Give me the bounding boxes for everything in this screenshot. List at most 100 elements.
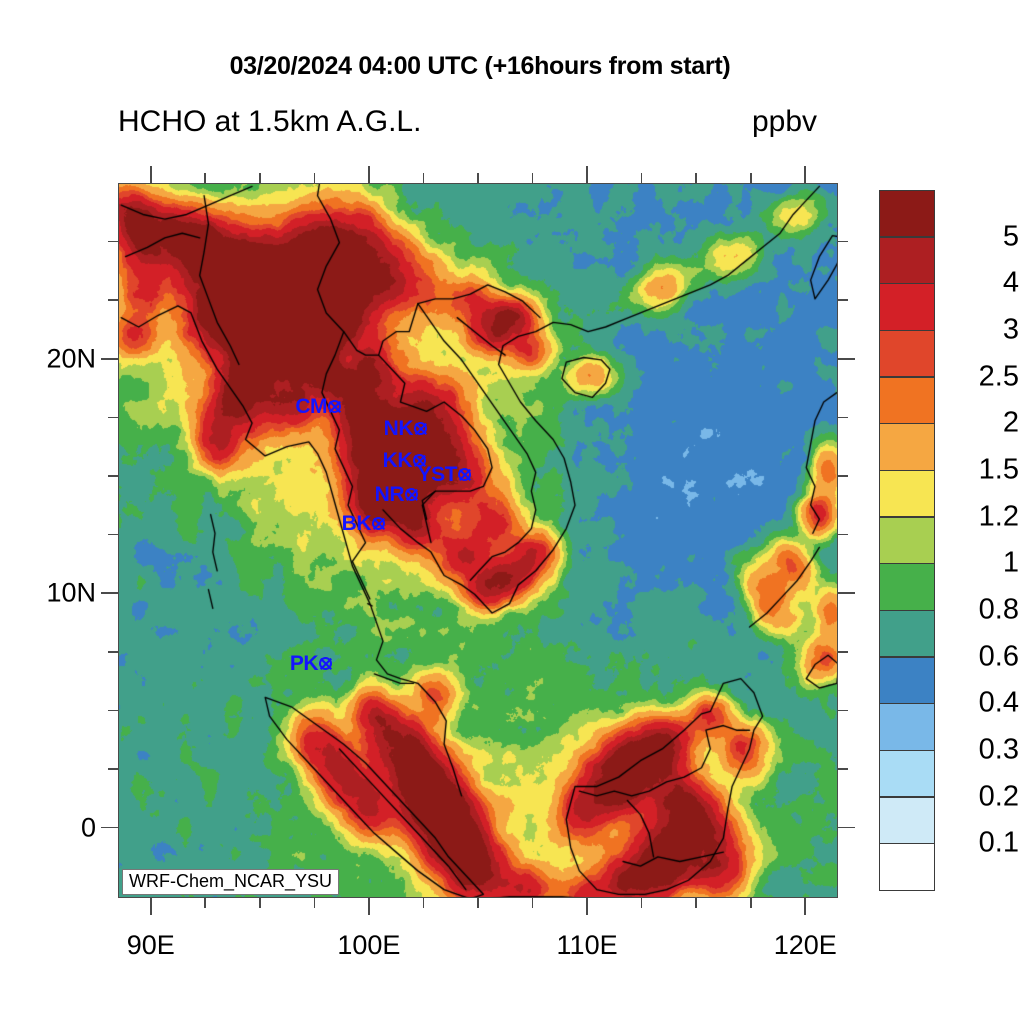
circle-cross-icon bbox=[404, 487, 419, 502]
city-label: NK bbox=[383, 417, 414, 440]
colorbar-tick-label: 2 bbox=[1002, 406, 1019, 439]
colorbar-tick-label: 1.5 bbox=[978, 453, 1019, 486]
city-marker-nk: NK bbox=[384, 418, 428, 439]
x-tick bbox=[368, 898, 370, 915]
y-axis-label: 0 bbox=[80, 812, 96, 843]
x-axis-label: 120E bbox=[773, 930, 837, 960]
colorbar-tick-label: 0.1 bbox=[978, 826, 1019, 859]
colorbar-band bbox=[879, 236, 935, 284]
x-axis-label: 100E bbox=[337, 930, 401, 960]
colorbar-band bbox=[879, 796, 935, 844]
x-tick bbox=[695, 173, 697, 183]
circle-outline bbox=[372, 517, 385, 530]
y-tick bbox=[108, 475, 118, 477]
y-tick bbox=[838, 592, 855, 595]
colorbar-tick-label: 1 bbox=[1002, 546, 1019, 579]
colorbar-band bbox=[879, 750, 935, 798]
map-plot-area bbox=[118, 183, 838, 898]
circle-outline bbox=[458, 468, 471, 481]
colorbar-band bbox=[879, 516, 935, 564]
y-tick bbox=[108, 709, 118, 712]
city-label: NR bbox=[374, 483, 405, 506]
city-marker-kk: KK bbox=[383, 450, 427, 471]
x-tick bbox=[422, 173, 425, 183]
x-tick bbox=[804, 166, 807, 183]
colorbar-tick-label: 0.3 bbox=[978, 733, 1019, 766]
x-tick bbox=[313, 173, 316, 183]
circle-cross-icon bbox=[412, 453, 427, 468]
x-tick bbox=[259, 173, 261, 183]
x-axis-label: 90E bbox=[126, 930, 175, 960]
x-tick bbox=[749, 898, 752, 908]
city-marker-yst: YST bbox=[418, 464, 472, 485]
y-tick bbox=[101, 358, 118, 360]
circle-outline bbox=[413, 454, 426, 467]
y-tick bbox=[838, 768, 848, 770]
x-tick bbox=[586, 898, 588, 915]
colorbar-band bbox=[879, 376, 935, 424]
x-tick bbox=[586, 166, 588, 183]
colorbar-tick-label: 5 bbox=[1002, 220, 1019, 253]
colorbar-band bbox=[879, 283, 935, 331]
y-tick bbox=[101, 592, 118, 595]
hcho-concentration-field bbox=[119, 184, 837, 897]
city-marker-nr: NR bbox=[375, 484, 419, 505]
circle-cross-icon bbox=[371, 516, 386, 531]
x-tick bbox=[368, 166, 370, 183]
colorbar-tick-label: 4 bbox=[1002, 266, 1019, 299]
y-axis-label: 10N bbox=[46, 577, 96, 608]
x-tick bbox=[204, 173, 207, 183]
circle-cross-icon bbox=[457, 467, 472, 482]
x-axis-label: 110E bbox=[556, 930, 618, 960]
city-label: PK bbox=[289, 652, 319, 675]
colorbar-tick-labels: 5 4 3 2.5 2 1.5 1.2 1 0.8 0.6 0.4 0.3 0.2 0.1 bbox=[941, 190, 1019, 890]
circle-outline bbox=[328, 400, 341, 413]
city-marker-cm: CM bbox=[295, 396, 342, 417]
city-marker-bk: BK bbox=[342, 513, 386, 534]
colorbar-tick-label: 3 bbox=[1002, 313, 1019, 346]
x-tick bbox=[695, 898, 697, 908]
y-tick bbox=[108, 299, 118, 301]
x-tick bbox=[531, 898, 534, 908]
y-tick bbox=[108, 533, 118, 536]
y-tick bbox=[838, 475, 848, 477]
colorbar-tick-label: 1.2 bbox=[978, 500, 1019, 533]
colorbar-band bbox=[879, 563, 935, 611]
colorbar-band bbox=[879, 190, 935, 238]
y-tick bbox=[101, 826, 118, 829]
colorbar-band bbox=[879, 843, 935, 891]
y-tick bbox=[108, 240, 118, 243]
colorbar bbox=[879, 190, 935, 891]
colorbar-tick-label: 0.8 bbox=[978, 593, 1019, 626]
colorbar-band bbox=[879, 610, 935, 658]
units-label: ppbv bbox=[752, 105, 818, 138]
y-tick bbox=[108, 768, 118, 770]
x-tick bbox=[531, 173, 534, 183]
colorbar-tick-label: 0.4 bbox=[978, 686, 1019, 719]
y-axis-label: 20N bbox=[46, 343, 96, 374]
city-label: BK bbox=[341, 512, 372, 535]
x-tick bbox=[149, 166, 152, 183]
x-tick bbox=[313, 898, 316, 908]
colorbar-band bbox=[879, 703, 935, 751]
x-tick bbox=[477, 173, 479, 183]
x-tick bbox=[422, 898, 425, 908]
x-tick bbox=[149, 898, 152, 915]
y-tick bbox=[838, 299, 848, 301]
circle-cross-icon bbox=[327, 399, 342, 414]
y-tick bbox=[838, 240, 848, 243]
circle-outline bbox=[319, 657, 332, 670]
x-tick bbox=[477, 898, 479, 908]
city-label: YST bbox=[417, 463, 458, 486]
x-tick bbox=[749, 173, 752, 183]
colorbar-band bbox=[879, 330, 935, 378]
city-label: CM bbox=[295, 395, 327, 418]
colorbar-band bbox=[879, 423, 935, 471]
y-tick bbox=[108, 651, 118, 653]
city-marker-pk: PK bbox=[290, 653, 333, 674]
y-tick bbox=[838, 651, 848, 653]
x-tick bbox=[640, 173, 643, 183]
y-tick bbox=[838, 416, 848, 419]
colorbar-tick-label: 0.6 bbox=[978, 640, 1019, 673]
